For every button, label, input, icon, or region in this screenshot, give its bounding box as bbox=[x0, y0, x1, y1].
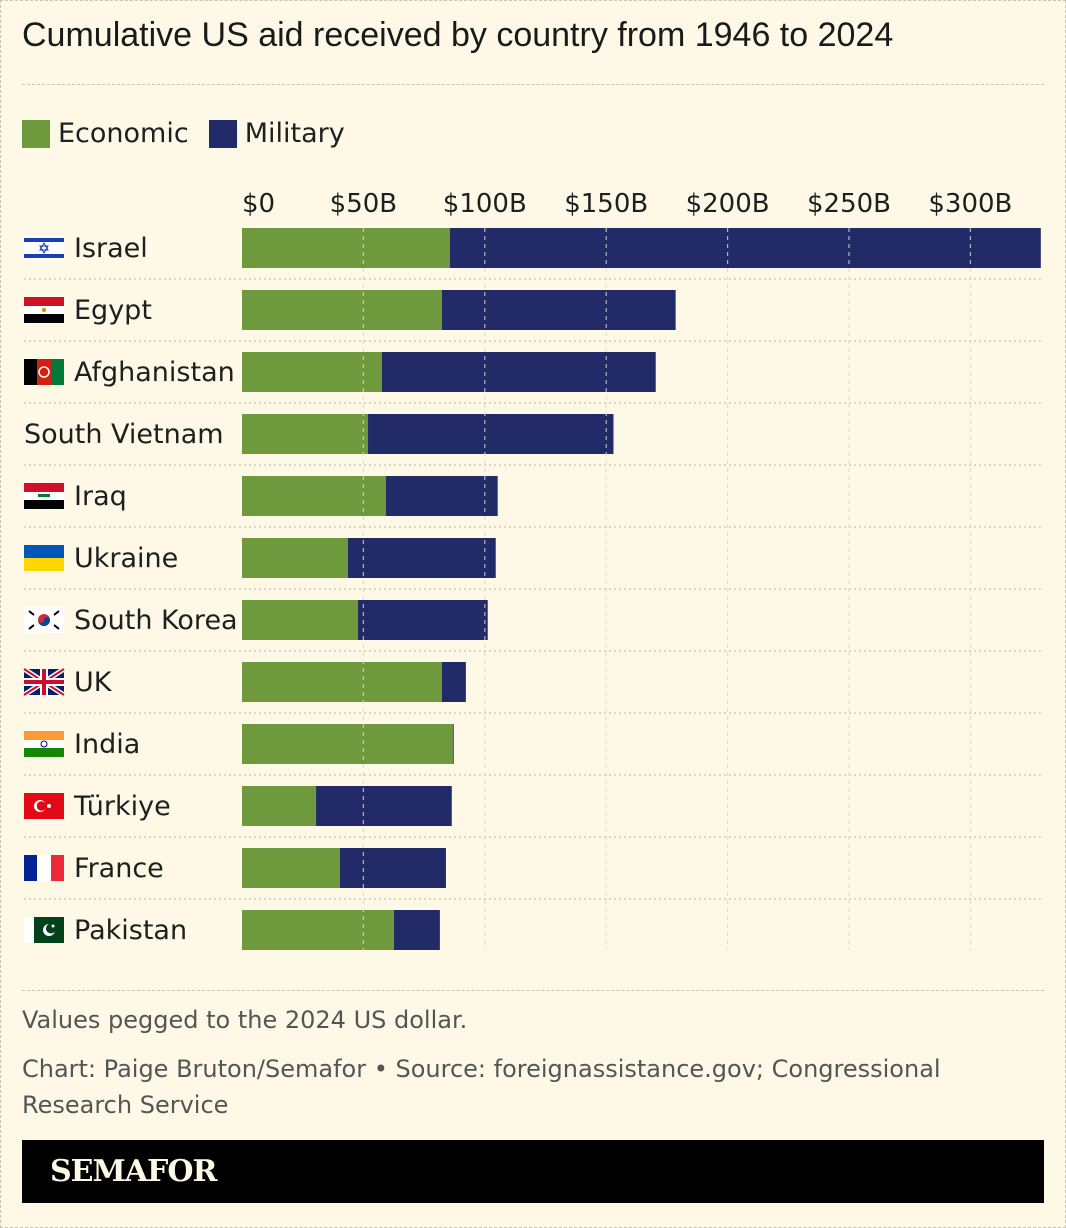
bar-military bbox=[393, 910, 440, 950]
category-label: Pakistan bbox=[74, 915, 187, 946]
bar-economic bbox=[242, 228, 450, 268]
divider bbox=[22, 84, 1044, 85]
bar-row: South Korea bbox=[24, 600, 1042, 652]
egypt-flag bbox=[24, 297, 64, 323]
bar-row: France bbox=[24, 848, 1042, 900]
bar-row: Afghanistan bbox=[24, 352, 1042, 404]
legend-item-military: Military bbox=[208, 118, 345, 149]
semafor-logo: SEMAFOR bbox=[50, 1154, 217, 1189]
bar-military bbox=[347, 538, 496, 578]
bar-economic bbox=[242, 848, 340, 888]
category-label: India bbox=[74, 729, 140, 760]
turkiye-flag bbox=[24, 793, 64, 819]
category-label: Afghanistan bbox=[74, 357, 235, 388]
category-label: Israel bbox=[74, 233, 148, 264]
bar-military bbox=[441, 662, 466, 702]
bar-economic bbox=[242, 786, 317, 826]
category-label: South Korea bbox=[74, 605, 238, 636]
x-tick-label: $250B bbox=[807, 189, 891, 219]
category-label: France bbox=[74, 853, 164, 884]
ukraine-flag bbox=[24, 545, 64, 571]
bar-military bbox=[381, 352, 656, 392]
bar-row: Egypt bbox=[24, 290, 1042, 342]
bar-military bbox=[441, 290, 676, 330]
bar-military bbox=[449, 228, 1041, 268]
category-label: South Vietnam bbox=[24, 419, 224, 450]
india-flag bbox=[24, 731, 64, 757]
south-korea-flag bbox=[24, 607, 64, 633]
bar-economic bbox=[242, 290, 442, 330]
afghanistan-flag bbox=[24, 359, 64, 385]
bar-row: South Vietnam bbox=[24, 414, 1042, 466]
legend-label: Military bbox=[244, 118, 345, 149]
bar-economic bbox=[242, 538, 348, 578]
pakistan-flag bbox=[24, 917, 64, 943]
bar-military bbox=[385, 476, 498, 516]
x-tick-label: $100B bbox=[443, 189, 527, 219]
category-label: Egypt bbox=[74, 295, 152, 326]
category-label: UK bbox=[74, 667, 113, 698]
footnote: Values pegged to the 2024 US dollar. bbox=[22, 1006, 468, 1034]
france-flag bbox=[24, 855, 64, 881]
bar-economic bbox=[242, 476, 386, 516]
bar-military bbox=[316, 786, 452, 826]
bar-economic bbox=[242, 910, 394, 950]
x-tick-label: $200B bbox=[686, 189, 770, 219]
x-tick-label: $50B bbox=[330, 189, 397, 219]
chart-title: Cumulative US aid received by country fr… bbox=[22, 16, 894, 54]
bar-row: Ukraine bbox=[24, 538, 1042, 590]
bar-row: Israel bbox=[24, 228, 1042, 280]
bar-economic bbox=[242, 724, 453, 764]
credit: Chart: Paige Bruton/Semafor • Source: fo… bbox=[22, 1055, 941, 1119]
category-label: Türkiye bbox=[73, 791, 171, 822]
bar-row: Iraq bbox=[24, 476, 1042, 528]
bar-chart: $0 $50B $100B $150B $200B $250B $300B Israel Egy… bbox=[22, 189, 1042, 950]
brand-bar: SEMAFOR bbox=[22, 1140, 1044, 1203]
bar-military bbox=[452, 724, 454, 764]
bar-row: Türkiye bbox=[24, 786, 1042, 838]
bar-row: Pakistan bbox=[24, 910, 440, 950]
bar-military bbox=[357, 600, 488, 640]
bar-economic bbox=[242, 352, 382, 392]
legend: Economic Military bbox=[22, 118, 365, 149]
bar-economic bbox=[242, 662, 442, 702]
bar-military bbox=[368, 414, 614, 454]
bar-economic bbox=[242, 414, 369, 454]
legend-swatch-military bbox=[208, 119, 237, 148]
x-tick-label: $0 bbox=[242, 189, 275, 219]
legend-item-economic: Economic bbox=[22, 118, 189, 149]
uk-flag bbox=[22, 666, 66, 698]
legend-swatch-economic bbox=[22, 119, 50, 148]
iraq-flag bbox=[24, 483, 64, 509]
israel-flag bbox=[24, 235, 64, 261]
bar-row: UK bbox=[22, 662, 1042, 714]
legend-label: Economic bbox=[58, 118, 189, 149]
x-tick-label: $150B bbox=[564, 189, 648, 219]
category-label: Iraq bbox=[74, 481, 127, 512]
bar-military bbox=[339, 848, 446, 888]
bar-row: India bbox=[24, 724, 1042, 776]
bar-economic bbox=[242, 600, 358, 640]
x-tick-label: $300B bbox=[928, 189, 1012, 219]
divider bbox=[22, 990, 1044, 991]
category-label: Ukraine bbox=[74, 543, 178, 574]
